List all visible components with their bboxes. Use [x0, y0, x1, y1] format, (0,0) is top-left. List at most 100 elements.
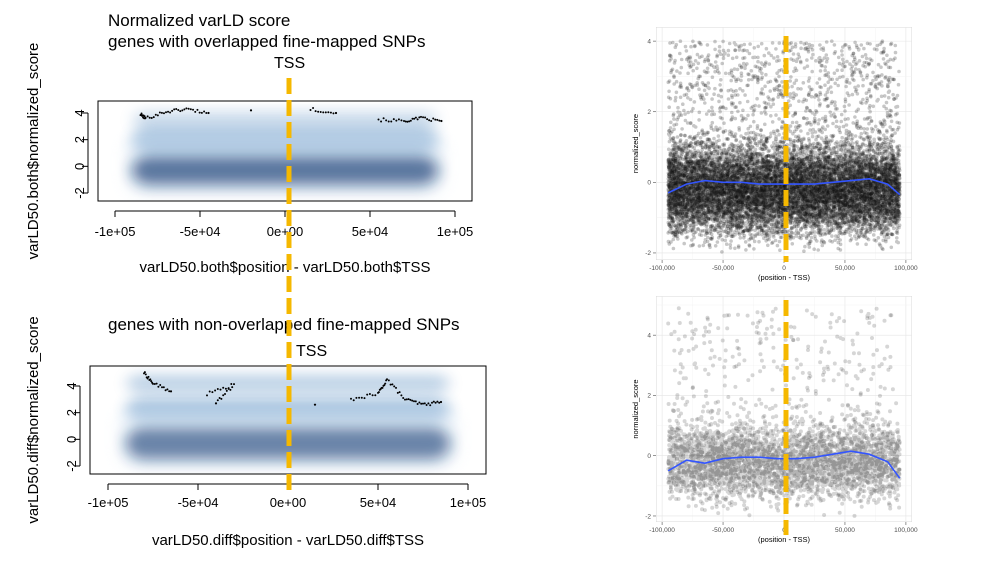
top-left-y-tick-label: 2 [72, 136, 87, 143]
top-left-outlier-point [324, 111, 327, 114]
bottom-left-outlier-point [355, 396, 358, 399]
bottom-left-outlier-point [393, 385, 396, 388]
bottom-left-outlier-point [404, 398, 406, 401]
top-left-outlier-point [152, 116, 155, 119]
top-left-x-tick-label: 0e+00 [267, 224, 304, 239]
bottom-left-outlier-point [387, 379, 390, 382]
top-left-density-area [98, 101, 472, 201]
bottom-left-outlier-point [227, 387, 230, 390]
top-left-y-tick-label: -2 [72, 187, 87, 199]
bottom-left-outlier-point [143, 371, 146, 374]
bottom-left-outlier-point [386, 378, 388, 381]
top-left-outlier-point [200, 111, 203, 114]
top-left-outlier-point [162, 112, 165, 115]
bottom-left-outlier-point [147, 375, 150, 378]
bottom-left-outlier-point [144, 373, 147, 376]
bottom-left-outlier-point [374, 394, 377, 397]
bottom-left-outlier-point [208, 390, 211, 393]
top-left-outlier-point [317, 110, 320, 113]
bottom-left-outlier-point [222, 394, 225, 397]
top-left-outlier-point [392, 118, 395, 121]
bottom-left-y-tick-label: -2 [64, 460, 79, 472]
top-right-x-tick-label: 0 [782, 265, 786, 272]
top-left-x-tick-label: -1e+05 [95, 224, 136, 239]
bottom-left-outlier-point [224, 392, 226, 395]
bottom-left-outlier-point [420, 402, 423, 405]
top-left-outlier-point [327, 111, 330, 114]
top-left-outlier-point [160, 111, 163, 114]
bottom-left-outlier-point [214, 389, 217, 392]
axes-layer: -1e+05 -5e+04 0e+00 5e+04 1e+05 -2 0 2 4 varLD50.… [25, 38, 918, 549]
bottom-left-outlier-point [211, 391, 214, 394]
bottom-left-outlier-point [231, 386, 234, 389]
top-left-outlier-point [207, 111, 210, 115]
bottom-left-outlier-point [384, 382, 387, 385]
bottom-right-scatter-points [666, 309, 902, 516]
tss-label-top-left: TSS [274, 55, 306, 72]
top-left-outlier-point [181, 109, 184, 112]
bottom-left-outlier-point [164, 389, 167, 392]
top-left-outlier-point [309, 108, 312, 111]
bottom-left-outlier-point [166, 388, 169, 391]
top-left-outlier-point [416, 118, 419, 121]
top-left-outlier-point [322, 111, 325, 114]
top-left-outlier-point [426, 118, 429, 121]
top-left-outlier-point [400, 119, 403, 122]
top-left-outlier-point [385, 119, 388, 122]
top-right-scatter-points [666, 39, 902, 251]
bottom-left-outlier-point [439, 400, 443, 404]
top-left-x-tick-label: -5e+04 [180, 224, 221, 239]
bottom-right-y-tick-label: -2 [645, 513, 651, 520]
top-right-y-tick-label: -2 [645, 250, 651, 257]
bottom-left-outlier-point [366, 393, 369, 396]
top-left-outlier-point [409, 119, 412, 122]
top-left-outlier-point [390, 120, 393, 123]
bottom-right-y-tick-label: 4 [647, 332, 651, 339]
top-right-scatter-points [666, 39, 902, 252]
bottom-left-outlier-point [416, 403, 419, 406]
top-left-density-haze [123, 131, 447, 197]
bottom-left-outlier-point [431, 401, 433, 404]
top-left-outlier-point [148, 116, 151, 119]
top-left-outlier-point [440, 119, 443, 123]
top-right-scatter-points [666, 39, 902, 252]
top-left-outlier-point [146, 115, 149, 118]
top-left-outlier-point [156, 114, 159, 117]
top-left-outlier-point [196, 108, 199, 111]
top-right-scatter-points [666, 41, 902, 251]
bottom-right-scatter-points [666, 306, 902, 518]
top-left-outlier-point [175, 108, 178, 111]
bottom-left-outlier-point [396, 391, 399, 394]
bottom-left-outlier-point [352, 399, 355, 402]
bottom-right-x-tick-label: -100,000 [649, 527, 675, 534]
top-left-outlier-point [312, 106, 315, 109]
top-left-y-tick-label: 4 [72, 109, 87, 116]
bottom-left-outlier-point [153, 382, 156, 385]
bottom-left-outlier-point [405, 398, 408, 401]
bottom-left-y-axis-title: varLD50.diff$normalized_score [25, 316, 42, 523]
top-left-outlier-point [332, 112, 335, 115]
bottom-left-outlier-point [169, 390, 173, 393]
bottom-left-outlier-point [422, 402, 424, 405]
top-right-x-tick-label: 50,000 [835, 265, 855, 272]
top-left-outlier-point [158, 111, 161, 114]
top-left-outlier-point [249, 109, 253, 112]
top-left-outlier-point [382, 117, 385, 120]
bottom-left-outlier-point [411, 399, 414, 402]
bottom-left-outlier-point [381, 386, 384, 389]
bottom-left-outlier-point [225, 389, 228, 392]
bottom-left-x-tick-label: 0e+00 [270, 495, 307, 510]
bottom-left-outlier-point [423, 402, 426, 405]
bottom-right-y-axis-title: normalized_score [631, 379, 640, 438]
top-left-outlier-point [171, 109, 174, 112]
bottom-left-outlier-point [219, 388, 222, 391]
bottom-left-outlier-point [389, 383, 392, 386]
bottom-left-outlier-point [218, 396, 221, 399]
bottom-left-outlier-point [216, 388, 219, 391]
bottom-left-outlier-point [432, 400, 435, 403]
top-left-outlier-point [203, 110, 206, 113]
top-left-outlier-point [179, 110, 182, 113]
bottom-left-outlier-point [230, 383, 233, 386]
top-left-outlier-point [144, 116, 147, 119]
